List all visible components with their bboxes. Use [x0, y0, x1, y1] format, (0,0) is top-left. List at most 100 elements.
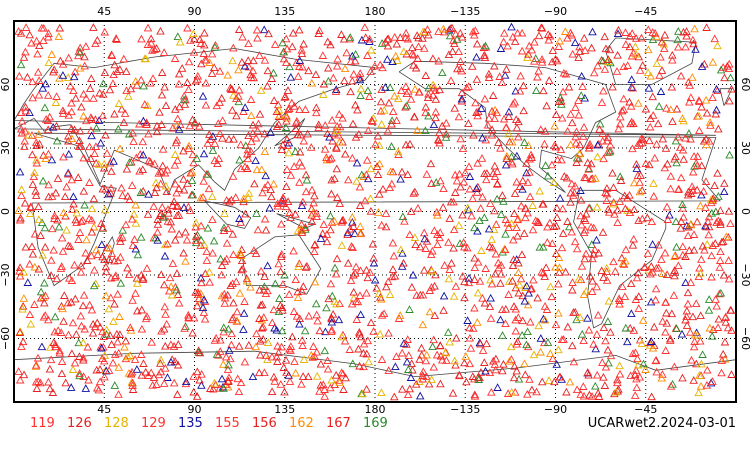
station-marker	[495, 72, 504, 80]
station-marker	[349, 270, 358, 279]
station-marker	[66, 242, 75, 250]
station-marker	[561, 267, 570, 276]
station-marker	[394, 94, 403, 103]
station-marker	[470, 275, 479, 283]
station-marker	[272, 122, 282, 131]
station-marker	[247, 111, 256, 120]
station-marker	[232, 307, 242, 316]
station-marker	[236, 140, 245, 149]
station-marker	[71, 294, 80, 303]
station-marker	[493, 383, 502, 391]
station-marker	[172, 211, 182, 219]
station-marker	[343, 258, 353, 267]
station-marker	[616, 112, 625, 121]
station-marker	[80, 52, 89, 61]
station-marker	[337, 241, 347, 249]
station-marker	[351, 262, 361, 271]
station-marker	[133, 279, 142, 287]
station-marker	[654, 102, 664, 110]
station-marker	[686, 93, 696, 101]
station-marker	[490, 161, 500, 170]
station-marker	[672, 104, 682, 113]
station-marker	[632, 273, 642, 282]
station-marker	[512, 151, 522, 160]
station-marker	[552, 221, 561, 230]
station-marker	[515, 86, 525, 95]
station-marker	[487, 130, 497, 139]
station-marker	[228, 229, 238, 238]
station-marker	[228, 313, 238, 322]
station-marker	[554, 253, 564, 261]
station-marker	[297, 379, 306, 388]
top-lon-label: 45	[97, 5, 111, 18]
station-marker	[632, 160, 641, 168]
station-marker	[672, 242, 681, 251]
station-marker	[708, 57, 718, 66]
station-marker	[392, 352, 401, 360]
station-marker	[719, 270, 729, 279]
station-marker	[348, 243, 357, 252]
station-marker	[638, 316, 648, 324]
station-marker	[47, 50, 57, 58]
station-marker	[682, 321, 692, 329]
station-marker	[239, 107, 248, 115]
station-marker	[523, 300, 533, 309]
station-marker	[602, 136, 612, 145]
station-marker	[113, 337, 122, 346]
station-marker	[179, 174, 188, 183]
station-marker	[276, 380, 286, 388]
station-marker	[481, 366, 490, 375]
station-marker	[96, 138, 105, 147]
station-marker	[190, 118, 200, 127]
station-marker	[666, 334, 675, 343]
station-marker	[534, 218, 543, 226]
station-marker	[291, 209, 300, 218]
station-marker	[689, 152, 699, 160]
station-marker	[92, 383, 102, 392]
station-marker	[269, 68, 278, 77]
station-marker	[174, 298, 184, 307]
station-marker	[427, 375, 436, 384]
station-marker	[705, 118, 715, 126]
station-marker	[658, 370, 667, 378]
station-marker	[532, 387, 541, 396]
station-marker	[531, 216, 541, 225]
station-marker	[162, 187, 172, 196]
station-marker	[31, 377, 41, 386]
station-marker	[52, 136, 62, 145]
station-marker	[341, 373, 350, 382]
station-marker	[464, 273, 474, 282]
station-marker	[721, 317, 731, 326]
station-marker	[166, 282, 176, 291]
station-marker	[620, 292, 630, 301]
station-marker	[36, 287, 46, 296]
station-marker	[440, 261, 449, 269]
station-marker	[512, 177, 521, 186]
station-marker	[208, 146, 218, 154]
station-marker	[324, 294, 333, 303]
station-marker	[80, 200, 89, 209]
station-marker	[726, 306, 736, 314]
bottom-lon-label: 90	[188, 403, 202, 416]
station-marker	[384, 328, 393, 337]
station-marker	[356, 228, 366, 237]
station-marker	[581, 173, 591, 182]
station-marker	[53, 174, 63, 182]
station-marker	[444, 238, 453, 246]
station-marker	[272, 325, 281, 334]
station-marker	[503, 41, 512, 50]
station-marker	[697, 161, 706, 170]
station-marker	[574, 96, 583, 104]
station-marker	[218, 133, 227, 142]
station-marker	[634, 52, 644, 61]
station-marker	[267, 387, 277, 396]
station-marker	[322, 303, 331, 312]
station-marker	[522, 281, 531, 290]
station-marker	[551, 54, 560, 63]
station-marker	[40, 242, 50, 251]
station-marker	[702, 380, 712, 389]
station-marker	[355, 291, 365, 299]
station-marker	[263, 66, 273, 75]
station-marker	[668, 55, 677, 64]
